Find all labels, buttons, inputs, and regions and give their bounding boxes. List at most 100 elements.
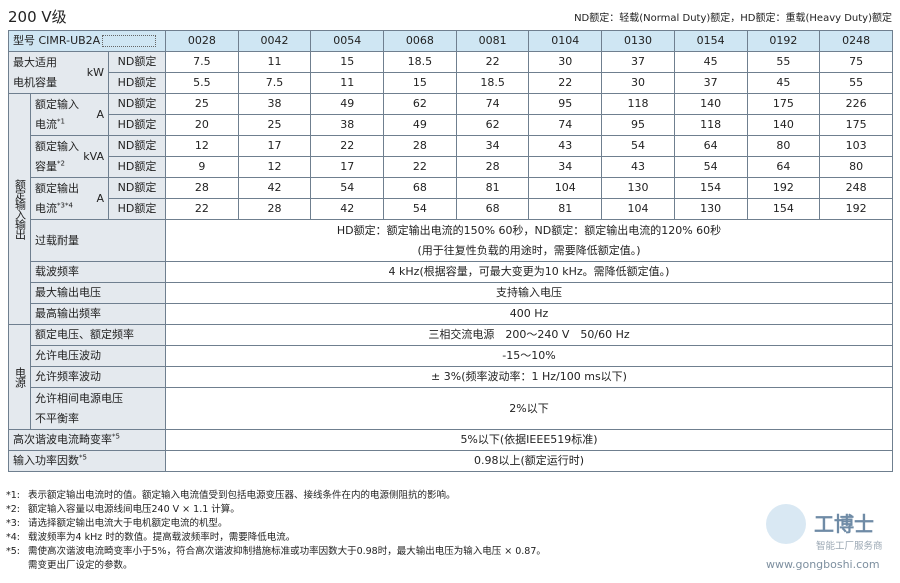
label-text: 不平衡率 <box>35 411 79 425</box>
value-cell: 11 <box>310 72 385 94</box>
value-cell: 175 <box>746 93 821 115</box>
value: 192 <box>845 202 867 215</box>
value: 22 <box>340 139 355 152</box>
duty: HD额定 <box>117 202 157 215</box>
label-text: 允许相间电源电压 <box>35 391 123 405</box>
value: 45 <box>776 76 791 89</box>
value-cell: 55 <box>819 72 893 94</box>
table-row: 允许频率波动 ± 3%(频率波动率：1 Hz/100 ms以下) <box>9 366 893 388</box>
text-cell: HD额定：额定输出电流的150% 60秒，ND额定：额定输出电流的120% 60… <box>165 219 893 262</box>
table-row: 载波频率 4 kHz(根据容量，可最大变更为10 kHz。需降低额定值。) <box>9 261 893 283</box>
value-cell: 38 <box>237 93 312 115</box>
value: 37 <box>703 76 718 89</box>
footnote-mark: *1: <box>6 490 20 501</box>
model-code: 0104 <box>551 34 580 47</box>
value-cell: 12 <box>165 135 239 157</box>
value-cell: 42 <box>310 198 385 220</box>
table-row: 允许电压波动 -15～10% <box>9 345 893 367</box>
value: 104 <box>627 202 649 215</box>
label-line: 最高输出频率 <box>35 305 101 324</box>
label-lines: 最高输出频率 <box>35 305 101 324</box>
table-row: HD额定 22 28 42 54 68 81 104 130 154 192 <box>9 198 893 220</box>
value: 140 <box>700 97 722 110</box>
label-text: 过载耐量 <box>35 233 79 247</box>
row-label: 允许频率波动 <box>30 366 166 388</box>
value: 25 <box>267 118 282 131</box>
model-cell: 0054 <box>310 30 385 52</box>
value-cell: 81 <box>455 177 530 199</box>
label-wrap: 额定输出 电流*3*4 A <box>35 179 104 219</box>
model-code: 0054 <box>333 34 362 47</box>
label-text: 电流 <box>35 201 57 215</box>
value: 11 <box>267 55 282 68</box>
label-line: 容量*2 <box>35 157 79 177</box>
footnote-mark: *4: <box>6 532 20 543</box>
label-wrap: 过载耐量 <box>35 231 161 251</box>
value-cell: 95 <box>528 93 603 115</box>
label-lines: 允许频率波动 <box>35 368 101 387</box>
value: 54 <box>630 139 645 152</box>
footnote-line: *5: 需使高次谐波电流畸变率小于5%，符合高次谐波抑制措施标准或功率因数大于0.… <box>6 545 546 559</box>
label-line: 额定输出 <box>35 179 79 199</box>
model-header: 型号 CIMR-UB2A <box>8 30 166 52</box>
footnote-ref: *5 <box>79 453 87 462</box>
value-cell: 17 <box>237 135 312 157</box>
footnote-text: 额定输入容量以电源线间电压240 V × 1.1 计算。 <box>28 504 240 515</box>
value: 130 <box>700 202 722 215</box>
value: 175 <box>772 97 794 110</box>
watermark-url: www.gongboshi.com <box>766 558 880 571</box>
value-cell: 118 <box>673 114 748 136</box>
value-cell: 28 <box>165 177 239 199</box>
label-text: 最大输出电压 <box>35 286 101 299</box>
label-text: 高次谐波电流畸变率 <box>13 433 112 446</box>
value-cell: 75 <box>819 51 893 73</box>
label-wrap: 额定输入 电流*1 A <box>35 95 104 135</box>
model-cell: 0042 <box>237 30 312 52</box>
table-row: 额定输入输出 额定输入 电流*1 A ND额定 25 38 49 62 74 95 118 140 175… <box>8 93 893 325</box>
value: 80 <box>776 139 791 152</box>
model-code: 0028 <box>187 34 216 47</box>
model-cell: 0081 <box>455 30 530 52</box>
model-cell: 0068 <box>383 30 457 52</box>
duty-note: ND额定：轻载(Normal Duty)额定，HD额定：重载(Heavy Dut… <box>574 13 892 24</box>
duty: HD额定 <box>117 160 157 173</box>
value: 30 <box>558 55 573 68</box>
value: 103 <box>845 139 867 152</box>
value: 18.5 <box>407 55 433 68</box>
label-text: 输入功率因数 <box>13 454 79 467</box>
value: 49 <box>340 97 355 110</box>
row-label: 额定输入 电流*1 A <box>30 93 109 136</box>
label-text: 额定电压、额定频率 <box>35 328 134 341</box>
value: 20 <box>194 118 209 131</box>
label-text: 载波频率 <box>35 265 79 278</box>
value: 22 <box>412 160 427 173</box>
value: 175 <box>845 118 867 131</box>
value: 42 <box>340 202 355 215</box>
footnote-mark: *3: <box>6 518 20 529</box>
value-cell: 104 <box>528 177 603 199</box>
value-cell: 49 <box>383 114 457 136</box>
watermark: 工博士 智能工厂服务商 www.gongboshi.com <box>762 500 894 578</box>
value-cell: 45 <box>673 51 748 73</box>
value-cell: 62 <box>383 93 457 115</box>
value-cell: 103 <box>819 135 893 157</box>
label-line: 允许频率波动 <box>35 368 101 387</box>
table-row: HD额定 9 12 17 22 28 34 43 54 64 80 <box>9 156 893 178</box>
footnote-line: *2: 额定输入容量以电源线间电压240 V × 1.1 计算。 <box>6 503 546 517</box>
row-label: 最大输出电压 <box>30 282 166 304</box>
label-line: 过载耐量 <box>35 231 79 251</box>
group-cell: 额定输入输出 <box>8 93 31 325</box>
duty: ND额定 <box>117 97 157 110</box>
value-cell: 38 <box>310 114 385 136</box>
value: 22 <box>485 55 500 68</box>
footnote-mark: *5: <box>6 546 20 557</box>
value-cell: 192 <box>746 177 821 199</box>
value-cell: 104 <box>601 198 675 220</box>
value-cell: 7.5 <box>165 51 239 73</box>
value: 68 <box>485 202 500 215</box>
row-label: 高次谐波电流畸变率*5 <box>8 429 166 451</box>
text-line: -15～10% <box>502 349 556 362</box>
text-cell: 2%以下 <box>165 387 893 430</box>
value-cell: 154 <box>746 198 821 220</box>
label-wrap: 允许电压波动 <box>35 347 161 366</box>
